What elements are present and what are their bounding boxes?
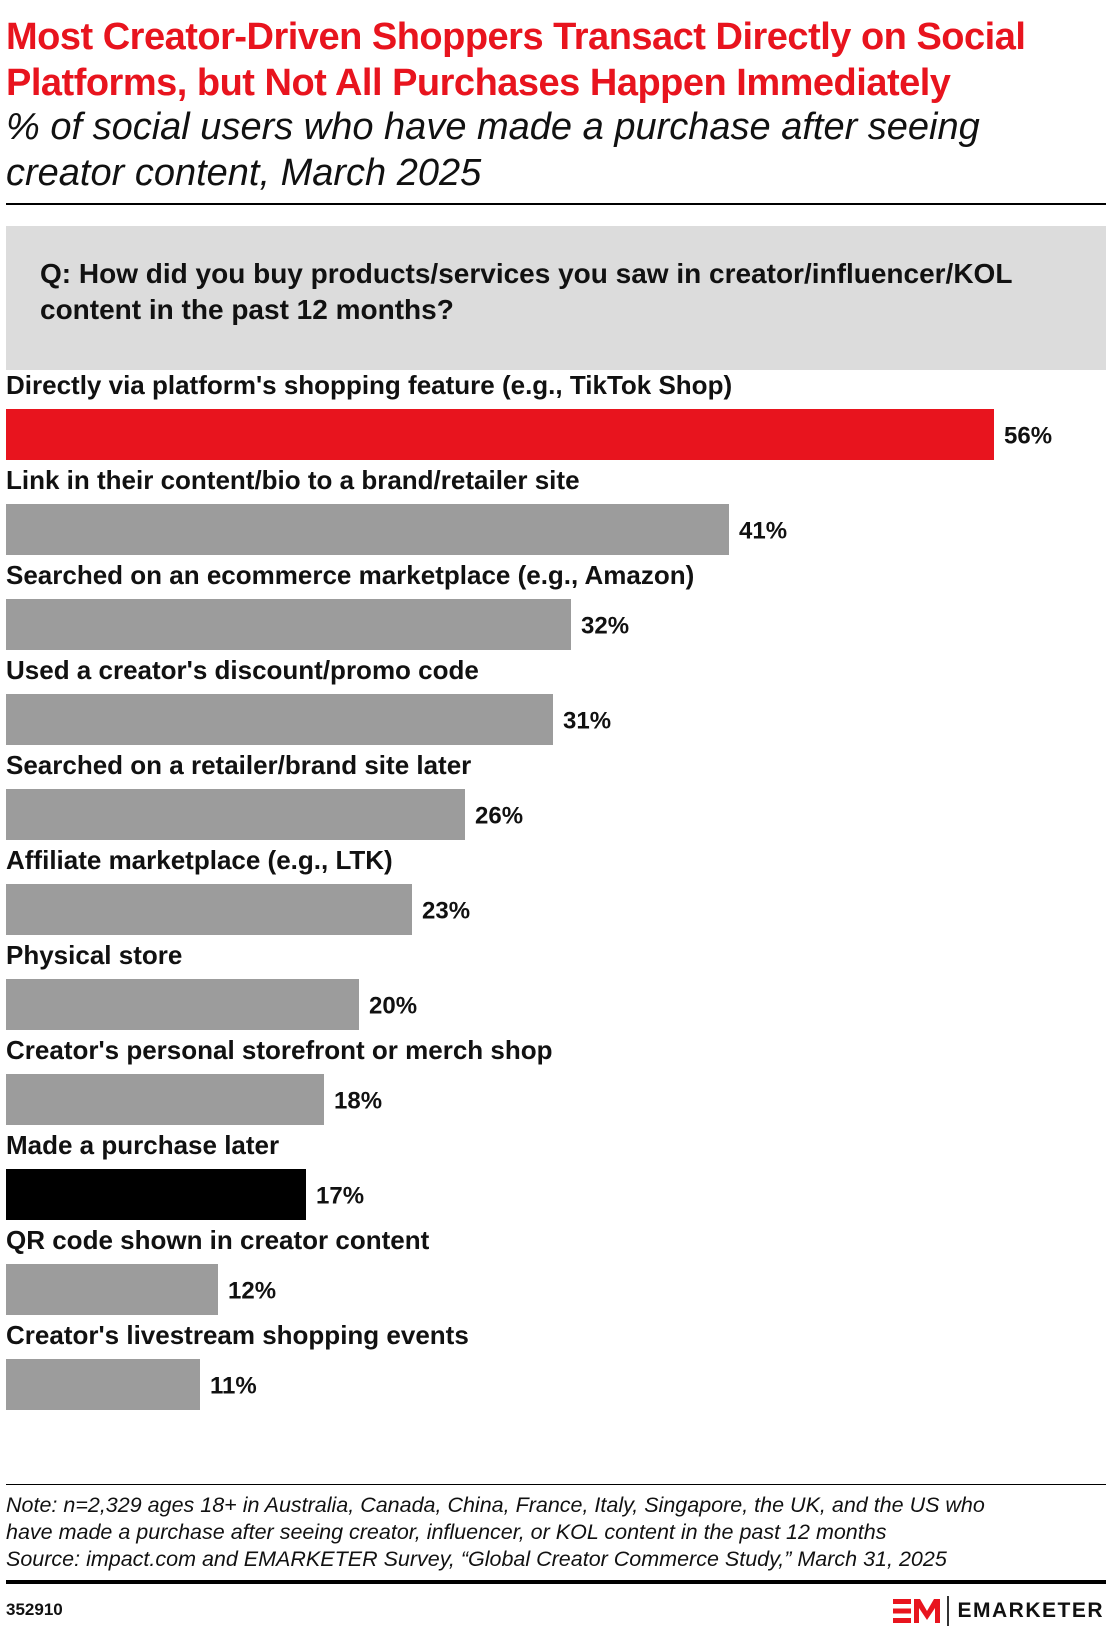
category-label: Link in their content/bio to a brand/ret… [6, 465, 580, 495]
bar [6, 1074, 324, 1125]
bar [6, 599, 571, 650]
value-label: 23% [422, 898, 470, 925]
category-label: Affiliate marketplace (e.g., LTK) [6, 845, 393, 875]
category-label: Searched on an ecommerce marketplace (e.… [6, 560, 694, 590]
title-line-2: Platforms, but Not All Purchases Happen … [6, 62, 951, 104]
category-label: Directly via platform's shopping feature… [6, 370, 732, 400]
bar [6, 979, 359, 1030]
chart-notes: Note: n=2,329 ages 18+ in Australia, Can… [6, 1492, 1106, 1573]
brand-name: EMARKETER [957, 1599, 1104, 1622]
category-label: Made a purchase later [6, 1130, 279, 1160]
category-label: Searched on a retailer/brand site later [6, 750, 471, 780]
category-label: Creator's personal storefront or merch s… [6, 1035, 553, 1065]
source-line: Source: impact.com and EMARKETER Survey,… [6, 1547, 947, 1571]
category-label: QR code shown in creator content [6, 1225, 430, 1255]
question-line-1: Q: How did you buy products/services you… [40, 258, 1013, 289]
category-label: Creator's livestream shopping events [6, 1320, 469, 1350]
value-label: 31% [563, 708, 611, 735]
em-logo-icon [893, 1599, 941, 1623]
title-line-1: Most Creator-Driven Shoppers Transact Di… [6, 16, 1026, 58]
chart-id: 352910 [6, 1600, 63, 1619]
brand-logo: EMARKETER [893, 1594, 1104, 1628]
value-label: 18% [334, 1088, 382, 1115]
bar [6, 789, 465, 840]
bar [6, 694, 553, 745]
bar [6, 1359, 200, 1410]
survey-question-box: Q: How did you buy products/services you… [6, 226, 1106, 370]
note-line-1: Note: n=2,329 ages 18+ in Australia, Can… [6, 1493, 985, 1517]
footer-rule [6, 1580, 1106, 1584]
bar [6, 1264, 218, 1315]
value-label: 20% [369, 993, 417, 1020]
header-divider [6, 203, 1106, 205]
footer-divider [6, 1484, 1106, 1485]
value-label: 56% [1004, 423, 1052, 450]
chart-title: Most Creator-Driven Shoppers Transact Di… [6, 14, 1106, 106]
bar [6, 884, 412, 935]
bar [6, 1169, 306, 1220]
category-label: Physical store [6, 940, 182, 970]
question-line-2: content in the past 12 months? [40, 294, 454, 325]
value-label: 26% [475, 803, 523, 830]
note-line-2: have made a purchase after seeing creato… [6, 1520, 887, 1544]
category-label: Used a creator's discount/promo code [6, 655, 479, 685]
value-label: 17% [316, 1183, 364, 1210]
value-label: 41% [739, 518, 787, 545]
value-label: 32% [581, 613, 629, 640]
subtitle-line-1: % of social users who have made a purcha… [6, 106, 980, 148]
bar [6, 504, 729, 555]
brand-separator [947, 1596, 950, 1626]
value-label: 11% [210, 1373, 257, 1400]
value-label: 12% [228, 1278, 276, 1305]
bar [6, 409, 994, 460]
subtitle-line-2: creator content, March 2025 [6, 152, 482, 194]
chart-subtitle: % of social users who have made a purcha… [6, 104, 1096, 196]
